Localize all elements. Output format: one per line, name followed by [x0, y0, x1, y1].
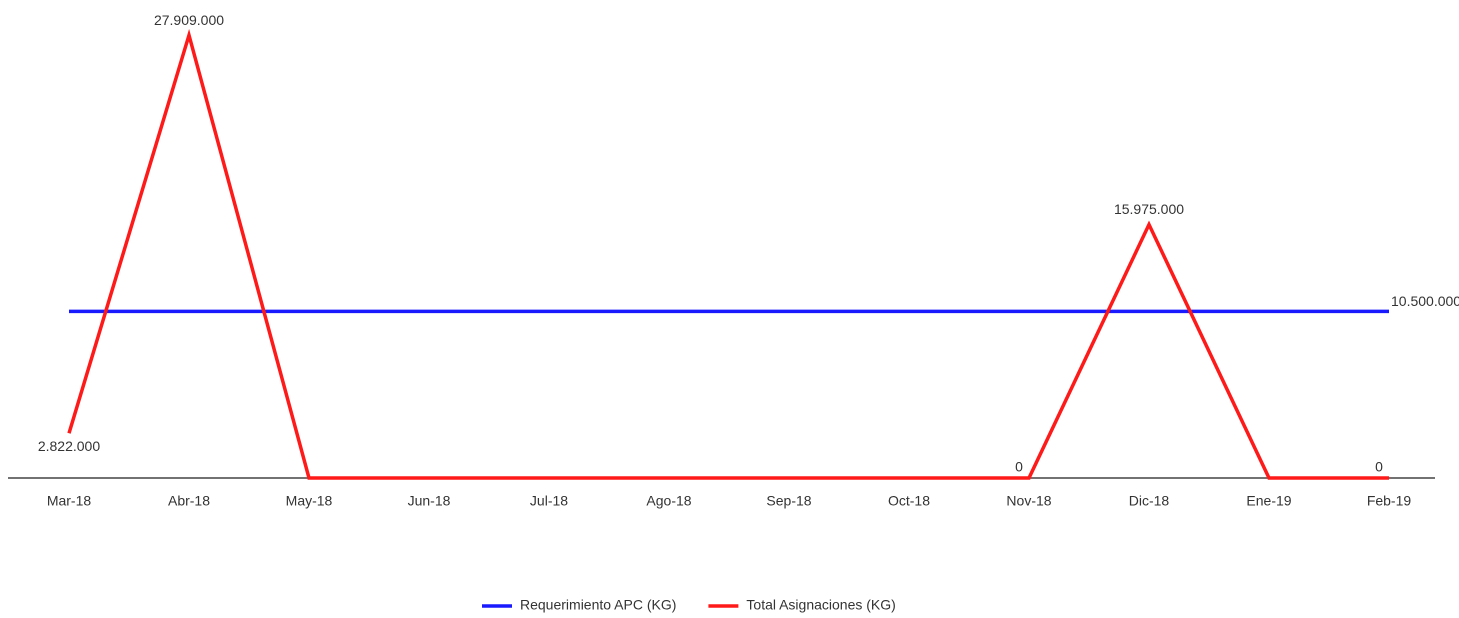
data-label: 27.909.000 — [154, 12, 224, 28]
x-tick-label: Jun-18 — [408, 493, 451, 509]
x-tick-label: Ago-18 — [646, 493, 691, 509]
x-tick-label: Jul-18 — [530, 493, 568, 509]
x-tick-label: May-18 — [286, 493, 333, 509]
x-tick-label: Sep-18 — [766, 493, 811, 509]
data-label: 2.822.000 — [38, 438, 100, 454]
x-tick-label: Feb-19 — [1367, 493, 1412, 509]
x-tick-label: Oct-18 — [888, 493, 930, 509]
data-label: 10.500.000 — [1391, 293, 1459, 309]
legend-label: Total Asignaciones (KG) — [746, 597, 895, 613]
x-tick-label: Nov-18 — [1006, 493, 1051, 509]
data-label: 0 — [1375, 459, 1383, 475]
x-tick-label: Dic-18 — [1129, 493, 1170, 509]
data-label: 15.975.000 — [1114, 201, 1184, 217]
data-label: 0 — [1015, 459, 1023, 475]
x-tick-label: Abr-18 — [168, 493, 210, 509]
series-line — [67, 28, 1389, 480]
x-tick-label: Ene-19 — [1246, 493, 1291, 509]
x-tick-label: Mar-18 — [47, 493, 92, 509]
legend-label: Requerimiento APC (KG) — [520, 597, 676, 613]
